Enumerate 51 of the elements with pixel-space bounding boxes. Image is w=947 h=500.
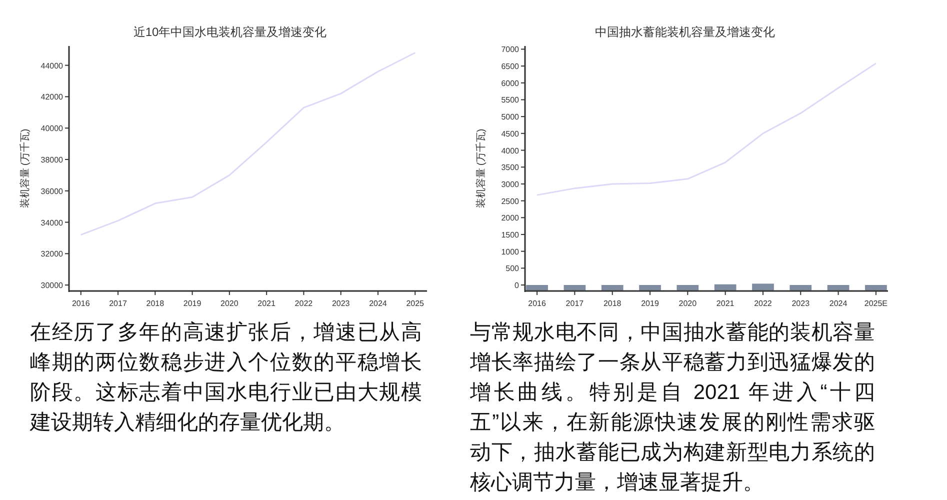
y-axis-title: 装机容量 (万千瓦) <box>475 128 487 208</box>
y-tick-label: 500 <box>506 264 520 274</box>
x-tick-label: 2019 <box>641 299 660 308</box>
text: 在经历了多年的高速扩张后，增速已从高峰期的两位数稳步进入个位数的平稳增长阶段。这标志着中国水电行业已由大规模建设期转入精细化的存量优化期。 <box>30 320 422 436</box>
x-tick-label: 2025E <box>864 299 888 308</box>
y-tick-label: 4000 <box>501 146 520 156</box>
y-tick-label: 4500 <box>501 129 520 138</box>
chart-title: 近10年中国水电装机容量及增速变化 <box>133 25 327 39</box>
y-tick-label: 1500 <box>501 230 520 240</box>
line-series <box>80 52 416 236</box>
x-tick-label: 2023 <box>792 299 810 308</box>
y-tick-label: 6500 <box>501 62 520 72</box>
y-tick-label: 0 <box>514 281 520 290</box>
x-tick-label: 2024 <box>829 299 848 308</box>
y-tick-label: 2500 <box>501 196 520 206</box>
x-tick-label: 2021 <box>258 299 276 308</box>
y-tick-label: 3000 <box>501 180 520 189</box>
y-tick-label: 34000 <box>40 218 64 228</box>
x-tick-label: 2025 <box>406 299 425 308</box>
x-tick-label: 2022 <box>754 299 772 308</box>
line-series <box>536 62 877 196</box>
x-tick-label: 2023 <box>332 299 350 308</box>
y-tick-label: 32000 <box>40 250 64 259</box>
y-tick-label: 2000 <box>501 214 520 223</box>
y-tick-label: 42000 <box>40 92 64 102</box>
x-tick-label: 2017 <box>566 299 584 308</box>
x-tick-label: 2024 <box>369 299 388 308</box>
x-tick-label: 2020 <box>220 299 239 308</box>
x-tick-label: 2018 <box>603 299 622 308</box>
text: 与常规水电不同，中国抽水蓄能的装机容量增长率描绘了一条从平稳蓄力到迅猛爆发的增长曲线。特别是自 2021 年进入“十四五”以来，在新能源快速发展的刚性需求驱动下，抽水蓄能已成为构建新型电力系统的核心调节力量，增速显著提升。 <box>470 320 875 496</box>
y-tick-label: 38000 <box>40 155 64 164</box>
x-tick-label: 2016 <box>528 299 546 308</box>
x-tick-label: 2020 <box>678 299 698 308</box>
y-tick-label: 7000 <box>501 45 520 54</box>
y-tick-label: 1000 <box>501 247 520 256</box>
y-tick-label: 3500 <box>501 163 520 172</box>
y-tick-label: 36000 <box>40 186 64 196</box>
y-tick-label: 44000 <box>40 61 64 70</box>
y-tick-label: 5500 <box>501 96 520 105</box>
x-tick-label: 2017 <box>109 299 128 308</box>
y-axis-title: 装机容量 (万千瓦) <box>19 128 31 208</box>
x-tick-label: 2019 <box>183 299 202 308</box>
x-tick-label: 2022 <box>294 299 314 308</box>
x-tick-label: 2021 <box>716 299 735 308</box>
y-tick-label: 5000 <box>501 112 520 122</box>
x-tick-label: 2018 <box>146 299 165 308</box>
y-tick-label: 30000 <box>40 281 64 290</box>
y-tick-label: 40000 <box>40 124 64 134</box>
x-tick-label: 2016 <box>72 299 90 308</box>
chart-title: 中国抽水蓄能装机容量及增速变化 <box>595 25 775 39</box>
y-tick-label: 6000 <box>501 78 520 88</box>
